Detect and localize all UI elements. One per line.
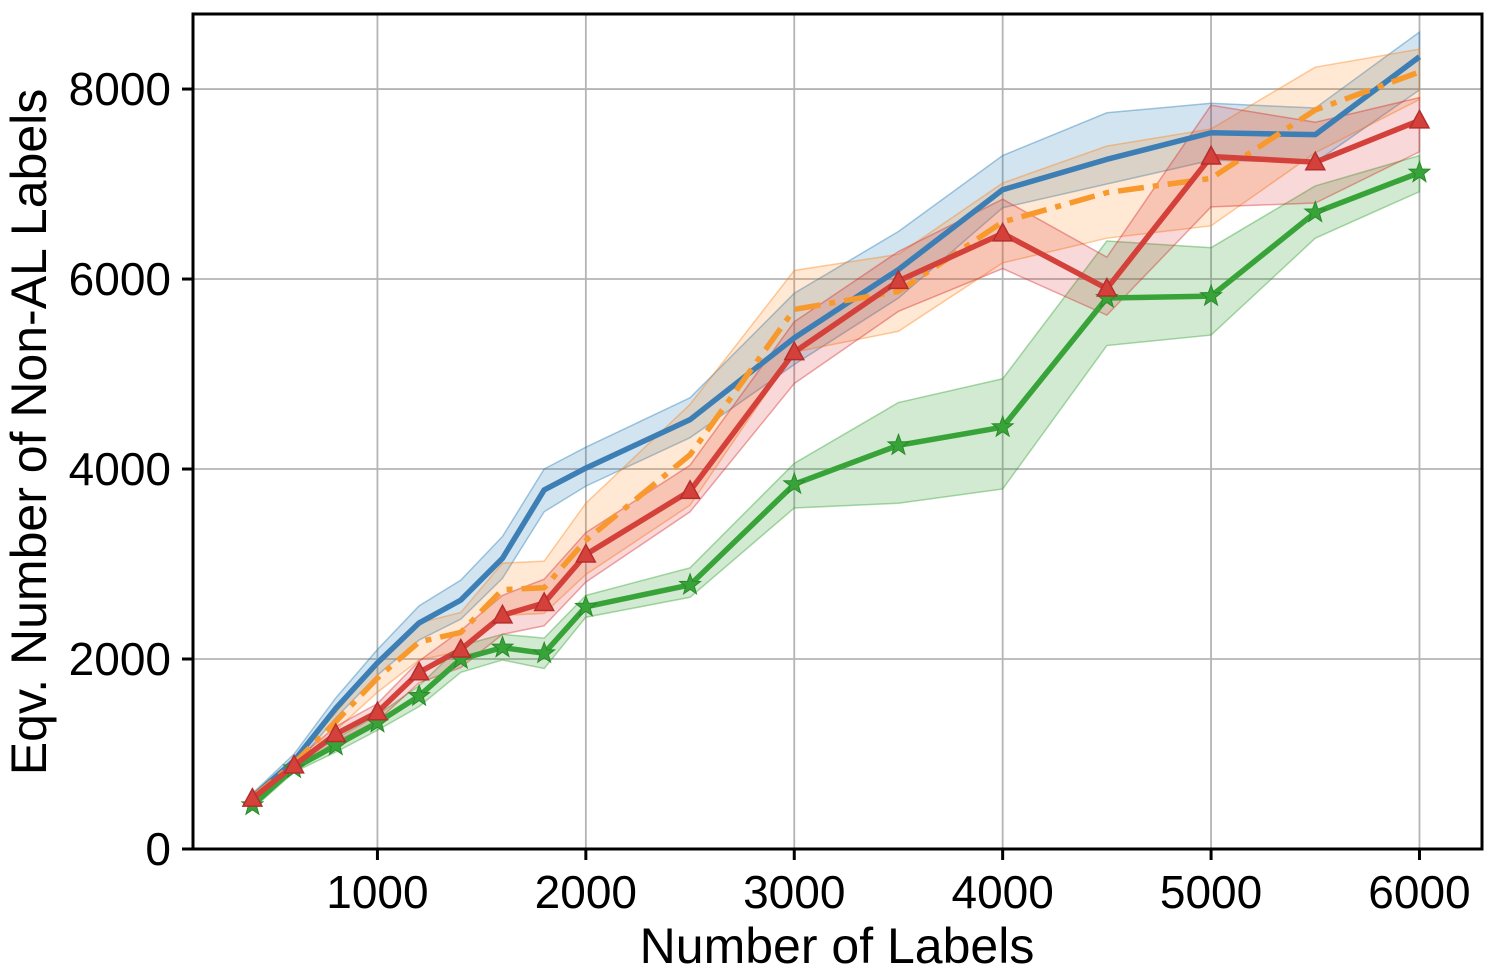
x-tick-label: 3000 xyxy=(743,866,845,918)
marker-triangle-red-triangle xyxy=(887,269,910,290)
axes-spines xyxy=(191,12,1484,851)
x-tick-label: 5000 xyxy=(1160,866,1262,918)
marker-star-green-star xyxy=(490,635,515,658)
marker-star-green-star xyxy=(1407,160,1432,183)
marker-triangle-red-triangle xyxy=(491,603,514,624)
marker-triangle-red-triangle xyxy=(575,542,597,563)
marker-triangle-red-triangle xyxy=(679,479,701,500)
marker-star-green-star xyxy=(678,572,702,596)
marker-star-green-star xyxy=(1303,200,1328,223)
y-tick-label: 6000 xyxy=(69,253,171,305)
y-tick-label: 8000 xyxy=(69,63,171,115)
marker-star-green-star xyxy=(886,432,911,456)
marker-triangle-red-triangle xyxy=(450,637,472,658)
marker-triangle-red-triangle xyxy=(991,221,1014,242)
y-axis-label: Eqv. Number of Non-AL Labels xyxy=(1,89,57,775)
x-axis-label: Number of Labels xyxy=(640,918,1035,974)
x-tick-label: 1000 xyxy=(326,866,428,918)
marker-star-green-star xyxy=(990,414,1015,438)
marker-triangle-red-triangle xyxy=(1200,144,1222,165)
marker-triangle-red-triangle xyxy=(366,700,389,721)
marker-triangle-red-triangle xyxy=(408,660,430,681)
marker-triangle-red-triangle xyxy=(1096,276,1118,297)
marker-triangle-red-triangle xyxy=(533,591,555,612)
marker-star-green-star xyxy=(1199,283,1223,307)
marker-triangle-red-triangle xyxy=(241,787,264,807)
marker-triangle-red-triangle xyxy=(324,722,347,743)
marker-star-green-star xyxy=(782,471,807,495)
marker-star-green-star xyxy=(532,640,557,664)
x-tick-label: 4000 xyxy=(951,866,1053,918)
y-tick-label: 2000 xyxy=(69,633,171,685)
x-tick-label: 6000 xyxy=(1368,866,1470,918)
y-tick-label: 4000 xyxy=(69,443,171,495)
marker-triangle-red-triangle xyxy=(783,340,806,361)
marker-triangle-red-triangle xyxy=(1408,108,1431,129)
marker-star-green-star xyxy=(407,683,432,707)
line-orange-dashdot xyxy=(250,69,1421,800)
x-tick-label: 2000 xyxy=(535,866,637,918)
band-blue-solid xyxy=(251,30,1421,803)
plot-background xyxy=(193,14,1482,849)
line-blue-solid xyxy=(250,54,1422,800)
marker-star-green-star xyxy=(574,594,598,617)
y-tick-label: 0 xyxy=(145,823,171,875)
marker-triangle-red-triangle xyxy=(1304,150,1327,171)
marker-triangle-red-triangle xyxy=(283,753,305,774)
plot-area: 1000 2000 3000 4000 5000 6000 0 2000 4000 6000 800… xyxy=(69,12,1484,918)
